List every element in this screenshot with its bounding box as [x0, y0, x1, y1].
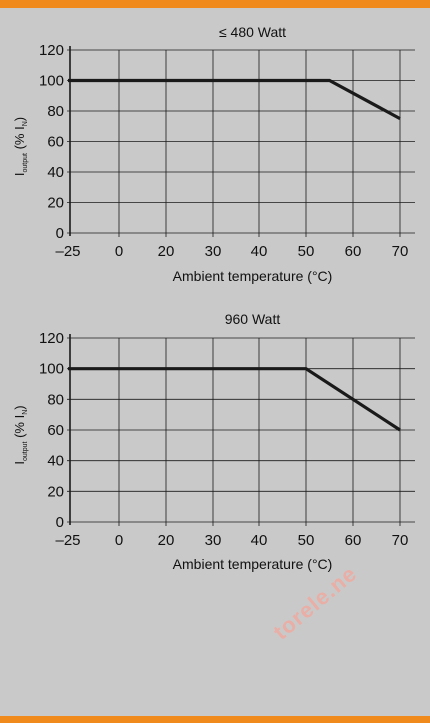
x-tick-label: 60 — [345, 532, 362, 549]
y-tick-label: 100 — [39, 73, 64, 90]
x-axis-label: Ambient temperature (°C) — [173, 268, 333, 284]
chart-960-watt: 960 Watt Ambient temperature (°C) Ioutpu… — [12, 311, 415, 572]
x-tick-label: 30 — [205, 243, 222, 260]
x-tick-label: –25 — [55, 532, 80, 549]
bottom-accent-bar — [0, 716, 430, 723]
x-tick-label: 0 — [115, 243, 123, 260]
y-tick-label: 100 — [39, 361, 64, 378]
top-accent-bar — [0, 0, 430, 8]
x-tick-label: 50 — [298, 532, 315, 549]
derating-curve — [68, 367, 401, 432]
y-tick-label: 120 — [39, 42, 64, 59]
y-tick-label: 20 — [47, 483, 64, 500]
y-axis-label: Ioutput (% IN) — [12, 405, 29, 464]
y-tick-label: 0 — [56, 225, 64, 242]
chart-title: ≤ 480 Watt — [219, 24, 286, 40]
y-tick-label: 80 — [47, 391, 64, 408]
x-tick-label: 70 — [392, 532, 409, 549]
derating-curve — [68, 78, 401, 121]
x-axis-label: Ambient temperature (°C) — [173, 556, 333, 572]
y-tick-label: 20 — [47, 195, 64, 212]
x-tick-label: 40 — [251, 532, 268, 549]
y-tick-label: 0 — [56, 514, 64, 531]
x-tick-label: 40 — [251, 243, 268, 260]
y-tick-label: 60 — [47, 422, 64, 439]
x-tick-label: 60 — [345, 243, 362, 260]
x-tick-label: 0 — [115, 532, 123, 549]
y-tick-label: 120 — [39, 330, 64, 347]
x-tick-label: 70 — [392, 243, 409, 260]
x-tick-label: 20 — [158, 532, 175, 549]
x-tick-label: 20 — [158, 243, 175, 260]
y-axis-label: Ioutput (% IN) — [12, 117, 29, 176]
y-tick-label: 40 — [47, 164, 64, 181]
chart-title: 960 Watt — [225, 311, 281, 327]
x-tick-label: 30 — [205, 532, 222, 549]
y-tick-label: 40 — [47, 453, 64, 470]
x-tick-label: –25 — [55, 243, 80, 260]
chart-480-watt: ≤ 480 Watt Ambient temperature (°C) Iout… — [12, 24, 415, 284]
y-tick-label: 80 — [47, 103, 64, 120]
y-tick-label: 60 — [47, 134, 64, 151]
x-tick-label: 50 — [298, 243, 315, 260]
